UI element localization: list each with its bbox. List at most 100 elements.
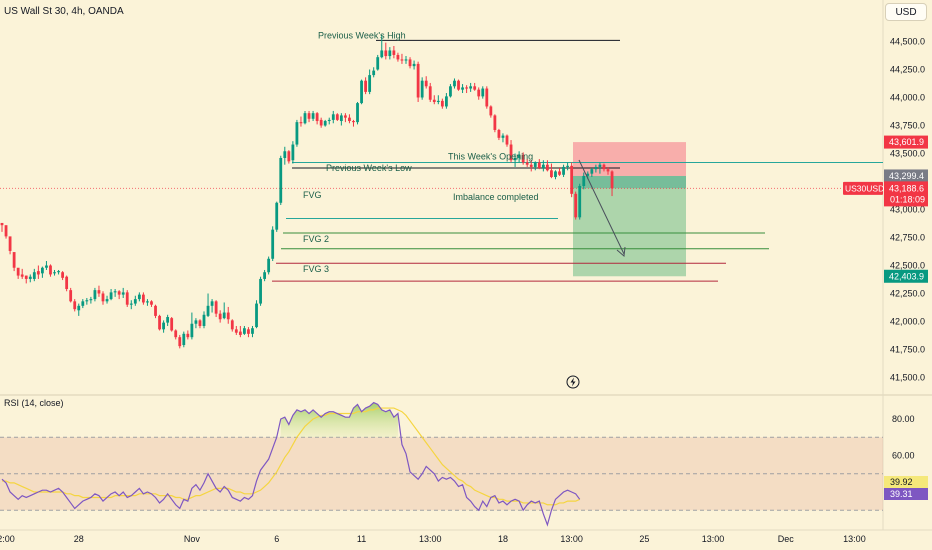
rsi-tick-label: 80.00 [892,414,915,424]
candle-body [194,320,198,324]
candle-body [69,290,73,302]
previous-week-low-label[interactable]: Previous Week's Low [326,163,412,173]
price-tick-label: 44,250.0 [890,65,925,75]
previous-week-high-label[interactable]: Previous Week's High [318,30,406,40]
candle-body [461,87,464,90]
candle-body [61,272,64,278]
candle-body [590,169,594,174]
candle-body [142,294,145,303]
time-tick-label: 25 [639,534,649,544]
trade-position-zones[interactable] [573,142,686,277]
candle-body [449,86,452,97]
candle-body [606,169,610,172]
candle-body [174,330,178,338]
candle-body [121,292,125,295]
price-tag-bg [884,269,928,283]
candle-body [558,171,561,175]
candle-body [32,272,36,279]
candle-body [251,328,254,334]
fvg2-label[interactable]: FVG 2 [303,234,329,244]
stop-loss-zone[interactable] [573,142,686,176]
candle-body [582,175,586,186]
candle-body [485,88,489,107]
candle-body [562,166,565,175]
candle-body [20,274,24,277]
candle-body [473,86,477,90]
candle-body [243,328,246,334]
candle-body [77,305,81,311]
time-tick-label: Nov [184,534,201,544]
candle-body [4,225,8,237]
annotations[interactable]: Previous Week's High Previous Week's Low T… [303,30,626,389]
price-tick-label: 42,250.0 [890,289,925,299]
candle-body [594,166,598,170]
candle-body [263,272,266,279]
candle-body [368,75,372,92]
level-lines[interactable] [0,39,883,282]
candle-body [344,115,347,118]
candle-body [125,292,129,305]
price-tick-label: 41,500.0 [890,373,925,383]
candle-body [307,113,311,119]
take-profit-zone[interactable] [573,188,686,277]
candle-body [275,202,279,230]
fvg3-label[interactable]: FVG 3 [303,264,329,274]
candle-body [16,267,20,276]
candle-body [505,135,509,145]
candle-body [380,50,384,58]
candle-body [578,185,582,218]
candle-body [465,87,468,89]
fvg-label[interactable]: FVG [303,190,322,200]
candles [0,34,614,349]
time-tick-label: 2:00 [0,534,15,544]
rsi-overbought-fill [280,402,398,438]
price-tag-text: 43,601.9 [889,137,924,147]
price-tick-label: 41,750.0 [890,345,925,355]
candle-body [445,96,448,107]
candle-body [146,301,149,303]
time-tick-label: 13:00 [843,534,866,544]
candle-body [521,154,525,163]
candle-body [331,114,335,120]
projection-arrow[interactable] [578,159,625,255]
candle-body [610,171,614,189]
candle-body [206,305,210,316]
price-tick-label: 44,000.0 [890,93,925,103]
price-tick-label: 44,500.0 [890,37,925,47]
candle-body [158,315,161,330]
lightning-icon[interactable] [566,375,580,389]
candle-body [400,59,404,61]
candle-body [352,121,355,123]
candle-body [469,86,473,89]
price-tick-label: 42,500.0 [890,261,925,271]
candle-body [113,291,117,293]
candle-body [267,258,271,273]
candle-body [436,100,440,102]
candle-body [546,164,549,171]
candle-body [529,164,533,167]
time-tick-label: 28 [74,534,84,544]
candle-body [416,63,420,98]
candle-body [178,337,182,347]
entry-band[interactable] [573,175,686,189]
projection-arrow-head [616,246,626,257]
this-week-opening-label[interactable]: This Week's Opening [448,151,533,161]
candle-body [501,135,505,138]
candle-body [348,117,351,122]
candle-body [133,299,137,304]
candle-body [432,99,436,102]
candle-body [554,171,557,178]
imbalance-completed-label[interactable]: Imbalance completed [453,192,539,202]
candle-body [222,312,226,319]
candle-body [489,106,493,116]
currency-button[interactable]: USD [885,3,927,21]
price-tick-label: 42,750.0 [890,233,925,243]
candle-body [537,162,541,169]
rsi-title: RSI (14, close) [4,398,64,408]
candle-body [210,301,214,306]
candle-body [105,299,109,302]
candle-body [230,320,234,330]
candle-body [202,314,206,326]
lightning-icon-bolt [570,377,576,387]
